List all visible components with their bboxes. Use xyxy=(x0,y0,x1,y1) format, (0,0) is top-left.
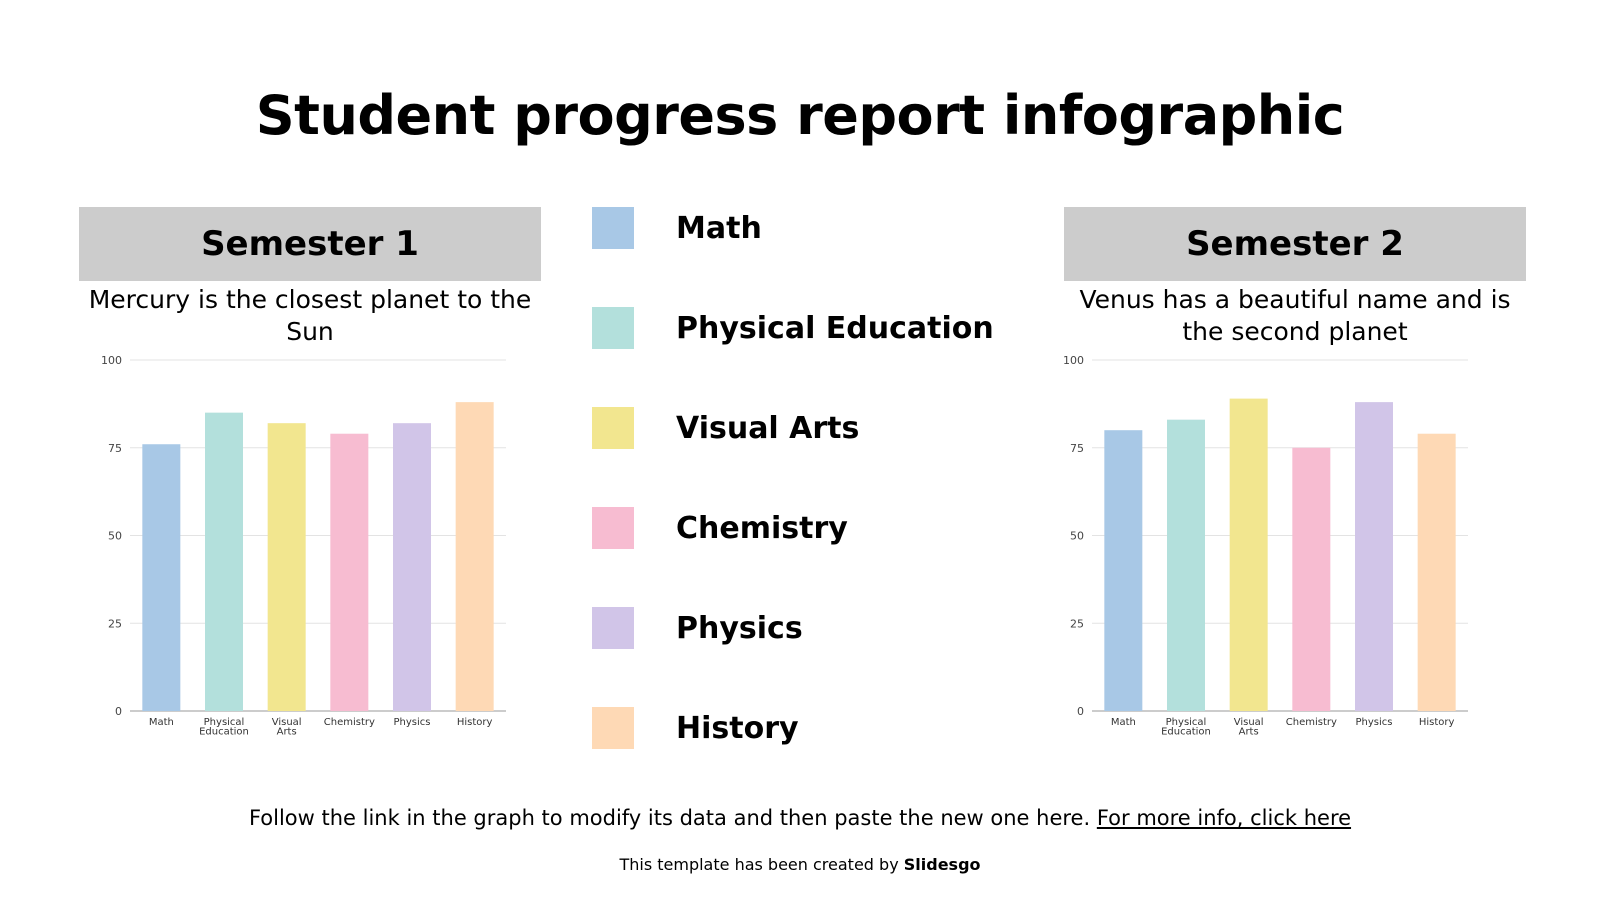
x-tick-label: Math xyxy=(149,717,174,728)
y-tick-label: 0 xyxy=(1077,705,1084,718)
legend-item: Chemistry xyxy=(592,507,848,549)
y-tick-label: 50 xyxy=(1070,530,1084,543)
credit-brand: Slidesgo xyxy=(903,855,981,874)
bar xyxy=(393,423,431,711)
legend-item: History xyxy=(592,707,799,749)
y-tick-label: 75 xyxy=(108,442,122,455)
bar xyxy=(1292,447,1331,711)
y-tick-label: 100 xyxy=(1063,354,1084,367)
x-tick-label: Arts xyxy=(1239,727,1259,738)
x-tick-label: Chemistry xyxy=(1286,717,1337,728)
legend-label: History xyxy=(676,710,799,746)
bar xyxy=(205,412,243,711)
y-tick-label: 50 xyxy=(108,530,122,543)
x-tick-label: Education xyxy=(199,727,249,738)
x-tick-label: Education xyxy=(1161,727,1211,738)
legend-swatch xyxy=(592,407,634,449)
legend-label: Chemistry xyxy=(676,510,848,546)
legend-swatch xyxy=(592,307,634,349)
y-tick-label: 75 xyxy=(1070,442,1084,455)
bar xyxy=(1229,398,1268,711)
semester-2-header: Semester 2 xyxy=(1064,207,1526,281)
semester-1-header: Semester 1 xyxy=(79,207,541,281)
legend-swatch xyxy=(592,707,634,749)
x-tick-label: Visual xyxy=(1234,717,1264,728)
credit: This template has been created by Slides… xyxy=(0,855,1600,874)
x-tick-label: Visual xyxy=(272,717,302,728)
x-tick-label: History xyxy=(1419,717,1455,728)
legend-item: Physical Education xyxy=(592,307,994,349)
y-tick-label: 0 xyxy=(115,705,122,718)
credit-text: This template has been created by xyxy=(619,855,904,874)
x-tick-label: Physics xyxy=(394,717,431,728)
x-tick-label: Math xyxy=(1111,717,1136,728)
y-tick-label: 100 xyxy=(101,354,122,367)
legend-label: Physical Education xyxy=(676,310,994,346)
bar xyxy=(1355,402,1393,711)
legend-item: Math xyxy=(592,207,762,249)
semester-1-description: Mercury is the closest planet to the Sun xyxy=(88,285,532,346)
y-tick-label: 25 xyxy=(1070,617,1084,630)
bar xyxy=(142,444,181,711)
bar xyxy=(1104,430,1143,711)
legend-label: Physics xyxy=(676,610,803,646)
legend-item: Visual Arts xyxy=(592,407,859,449)
bar xyxy=(1167,419,1205,711)
footer-text: Follow the link in the graph to modify i… xyxy=(248,806,1097,830)
x-tick-label: Chemistry xyxy=(324,717,375,728)
legend-swatch xyxy=(592,507,634,549)
semester-2-description: Venus has a beautiful name and is the se… xyxy=(1079,285,1511,346)
legend-label: Visual Arts xyxy=(676,410,860,446)
bar xyxy=(330,433,369,711)
legend-swatch xyxy=(592,207,634,249)
bar xyxy=(267,423,306,711)
legend-swatch xyxy=(592,607,634,649)
page-title: Student progress report infographic xyxy=(255,84,1345,147)
legend-label: Math xyxy=(676,210,762,246)
x-tick-label: History xyxy=(457,717,493,728)
footer-note: Follow the link in the graph to modify i… xyxy=(0,806,1600,830)
x-tick-label: Arts xyxy=(277,727,297,738)
x-tick-label: Physics xyxy=(1356,717,1393,728)
x-tick-label: Physical xyxy=(1166,717,1207,728)
more-info-link[interactable]: For more info, click here xyxy=(1096,806,1352,830)
bar xyxy=(1417,433,1456,711)
y-tick-label: 25 xyxy=(108,617,122,630)
x-tick-label: Physical xyxy=(204,717,245,728)
legend-item: Physics xyxy=(592,607,803,649)
bar xyxy=(455,402,494,711)
